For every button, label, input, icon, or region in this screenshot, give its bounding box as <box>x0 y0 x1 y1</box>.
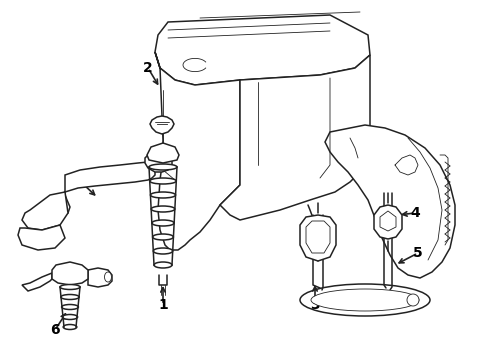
Polygon shape <box>18 225 65 250</box>
Text: 4: 4 <box>410 206 420 220</box>
Text: 5: 5 <box>413 246 423 260</box>
Ellipse shape <box>154 262 172 268</box>
Ellipse shape <box>60 284 80 289</box>
Text: 1: 1 <box>158 298 168 312</box>
Polygon shape <box>147 143 179 163</box>
Polygon shape <box>52 262 88 285</box>
Polygon shape <box>52 162 155 216</box>
Text: 7: 7 <box>77 176 87 190</box>
Text: 6: 6 <box>50 323 60 337</box>
Polygon shape <box>155 15 370 85</box>
Ellipse shape <box>311 289 419 311</box>
Ellipse shape <box>152 220 174 226</box>
Polygon shape <box>220 55 370 220</box>
Circle shape <box>407 294 419 306</box>
Ellipse shape <box>62 305 78 310</box>
Ellipse shape <box>61 294 79 300</box>
Text: 2: 2 <box>143 61 153 75</box>
Polygon shape <box>155 52 240 250</box>
Polygon shape <box>374 205 402 239</box>
Polygon shape <box>88 268 112 287</box>
Polygon shape <box>300 215 336 261</box>
Ellipse shape <box>63 324 77 329</box>
Polygon shape <box>380 211 396 231</box>
Ellipse shape <box>149 164 177 170</box>
Polygon shape <box>306 221 330 253</box>
Ellipse shape <box>150 192 175 198</box>
Polygon shape <box>150 116 174 134</box>
Polygon shape <box>325 125 455 278</box>
Ellipse shape <box>152 234 173 240</box>
Ellipse shape <box>151 206 175 212</box>
Polygon shape <box>22 192 68 230</box>
Ellipse shape <box>300 284 430 316</box>
Polygon shape <box>145 148 172 172</box>
Ellipse shape <box>104 272 112 282</box>
Polygon shape <box>22 273 52 291</box>
Ellipse shape <box>153 248 172 254</box>
Ellipse shape <box>150 178 176 184</box>
Text: 3: 3 <box>310 298 320 312</box>
Ellipse shape <box>62 315 77 320</box>
